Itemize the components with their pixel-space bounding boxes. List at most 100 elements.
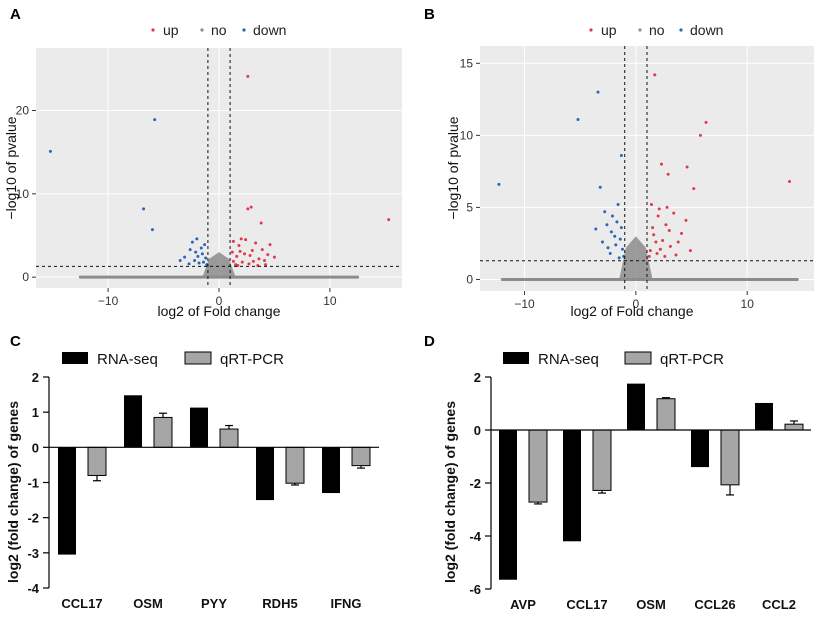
x-tick-label: CCL2	[762, 597, 796, 612]
x-tick-label: OSM	[636, 597, 666, 612]
legend-label-rna-seq: RNA-seq	[538, 351, 599, 368]
point-up	[684, 218, 688, 222]
legend-label-no: no	[649, 22, 665, 38]
legend-label-up: up	[601, 22, 617, 38]
point-up	[246, 207, 250, 211]
y-tick-label: 2	[32, 370, 39, 385]
y-tick-label: -6	[469, 582, 481, 597]
y-axis-label: −log10 of pvalue	[445, 116, 461, 219]
point-down	[606, 246, 610, 250]
no-change-cluster	[202, 252, 236, 278]
bar-qrt-pcr	[153, 416, 173, 448]
point-up	[244, 238, 248, 242]
x-tick-label: −10	[514, 297, 535, 311]
axes: CCL17 OSM PYY RDH5 IFNG -4 -3 -2 -1 0 1 2	[27, 370, 379, 611]
y-tick-label: 0	[474, 423, 481, 438]
point-up	[788, 179, 792, 183]
point-up	[665, 205, 669, 209]
point-down	[200, 252, 204, 256]
point-up	[698, 133, 702, 137]
point-up	[648, 249, 652, 253]
y-tick-label: -2	[469, 476, 481, 491]
panel-label-c: C	[10, 333, 21, 350]
legend-label-no: no	[211, 22, 227, 38]
x-tick-label: −10	[98, 294, 119, 308]
legend: up no down	[151, 22, 286, 38]
point-up	[262, 259, 266, 262]
y-tick-label: -3	[27, 546, 39, 561]
point-down	[576, 118, 580, 121]
legend-marker-no	[200, 28, 204, 32]
point-up	[243, 252, 247, 256]
point-up	[240, 260, 244, 264]
point-down	[594, 227, 598, 231]
point-up	[238, 249, 242, 253]
point-down	[199, 246, 203, 250]
point-down	[621, 247, 625, 251]
y-tick-label: 15	[460, 56, 474, 70]
y-tick-label: 20	[16, 104, 30, 118]
bar-rna-seq	[627, 383, 645, 430]
legend-label-down: down	[690, 22, 723, 38]
point-down	[196, 254, 200, 258]
x-tick-label: OSM	[133, 596, 163, 611]
point-up	[264, 263, 268, 267]
point-down	[188, 248, 192, 252]
point-down	[609, 230, 613, 234]
legend: RNA-seq qRT-PCR	[62, 351, 284, 368]
legend-marker-up	[151, 28, 155, 32]
reference-lines	[480, 46, 814, 291]
point-down	[614, 243, 618, 247]
point-down	[153, 118, 157, 122]
point-down	[605, 223, 609, 227]
point-up	[236, 264, 240, 267]
legend-label-rna-seq: RNA-seq	[97, 351, 158, 368]
bar-qrt-pcr	[784, 423, 804, 431]
axes: −10 0 10 0 10 20	[16, 104, 337, 309]
y-tick-label: 0	[22, 270, 29, 284]
bar-qrt-pcr	[219, 428, 239, 448]
legend-marker-down	[242, 28, 246, 32]
bar-rna-seq	[58, 447, 76, 555]
point-up	[247, 262, 251, 266]
point-up	[667, 228, 671, 232]
point-up	[649, 203, 653, 207]
volcano-plot-a: −10 0 10 0 10 20 up no down log2 of Fold chan…	[3, 22, 402, 319]
reference-lines	[36, 48, 402, 288]
point-up	[661, 239, 665, 243]
point-up	[250, 249, 254, 252]
point-down	[598, 185, 602, 189]
point-up	[248, 254, 252, 257]
x-tick-label: CCL17	[61, 596, 102, 611]
points	[48, 74, 391, 267]
point-down	[610, 214, 614, 218]
bar-qrt-pcr	[720, 429, 740, 486]
point-down	[197, 261, 201, 265]
point-down	[201, 260, 205, 264]
point-up	[239, 237, 243, 241]
point-down	[48, 149, 52, 153]
point-down	[142, 207, 146, 211]
point-up	[268, 243, 272, 247]
panel-label-b: B	[424, 6, 435, 23]
point-up	[235, 254, 239, 258]
legend: RNA-seq qRT-PCR	[503, 351, 724, 368]
legend-label-down: down	[253, 22, 286, 38]
point-down	[183, 255, 187, 259]
y-tick-label: 0	[32, 440, 39, 455]
axes: AVP CCL17 OSM CCL26 CCL2 -6 -4 -2 0 2	[469, 370, 811, 612]
y-axis-label: log2 (fold change) of genes	[442, 401, 458, 583]
bar-rna-seq	[256, 447, 274, 501]
legend-swatch-rna-seq	[503, 352, 529, 364]
point-down	[204, 256, 208, 260]
point-up	[230, 250, 234, 254]
point-down	[616, 203, 620, 207]
legend-marker-no	[638, 28, 642, 32]
point-up	[688, 249, 692, 253]
y-tick-label: -2	[27, 511, 39, 526]
point-up	[653, 73, 657, 77]
legend-label-qrt-pcr: qRT-PCR	[220, 351, 284, 368]
no-change-cluster	[619, 236, 653, 280]
bar-qrt-pcr	[528, 429, 548, 503]
legend-label-qrt-pcr: qRT-PCR	[660, 351, 724, 368]
